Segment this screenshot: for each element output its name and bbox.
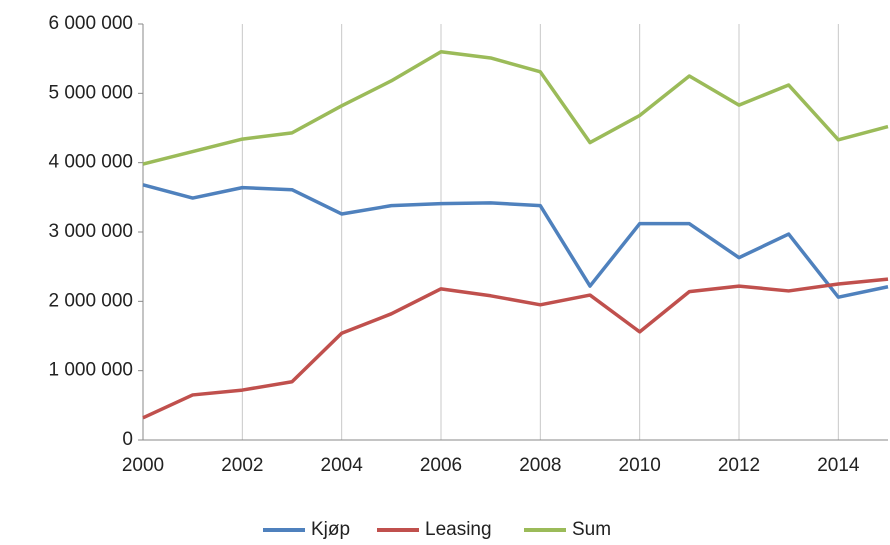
series-line	[142, 183, 889, 299]
series-line	[142, 277, 889, 420]
y-tick-label: 4 000 000	[48, 152, 133, 173]
legend-label: Leasing	[425, 519, 492, 540]
y-tick-label: 5 000 000	[48, 82, 133, 103]
y-tick-label: 1 000 000	[48, 360, 133, 381]
legend-label: Kjøp	[311, 519, 350, 540]
x-tick-label: 2014	[817, 455, 860, 476]
x-tick-label: 2008	[519, 455, 561, 476]
x-tick-label: 2004	[321, 455, 364, 476]
x-tick-label: 2006	[420, 455, 462, 476]
x-tick-label: 2000	[122, 455, 164, 476]
legend-label: Sum	[572, 519, 611, 540]
y-tick-label: 3 000 000	[48, 221, 133, 242]
x-tick-label: 2010	[619, 455, 661, 476]
x-tick-label: 2012	[718, 455, 760, 476]
x-tick-label: 2002	[221, 455, 263, 476]
y-tick-label: 6 000 000	[48, 13, 133, 34]
y-tick-label: 2 000 000	[48, 290, 133, 311]
y-tick-label: 0	[122, 429, 133, 450]
series-line	[142, 49, 889, 166]
